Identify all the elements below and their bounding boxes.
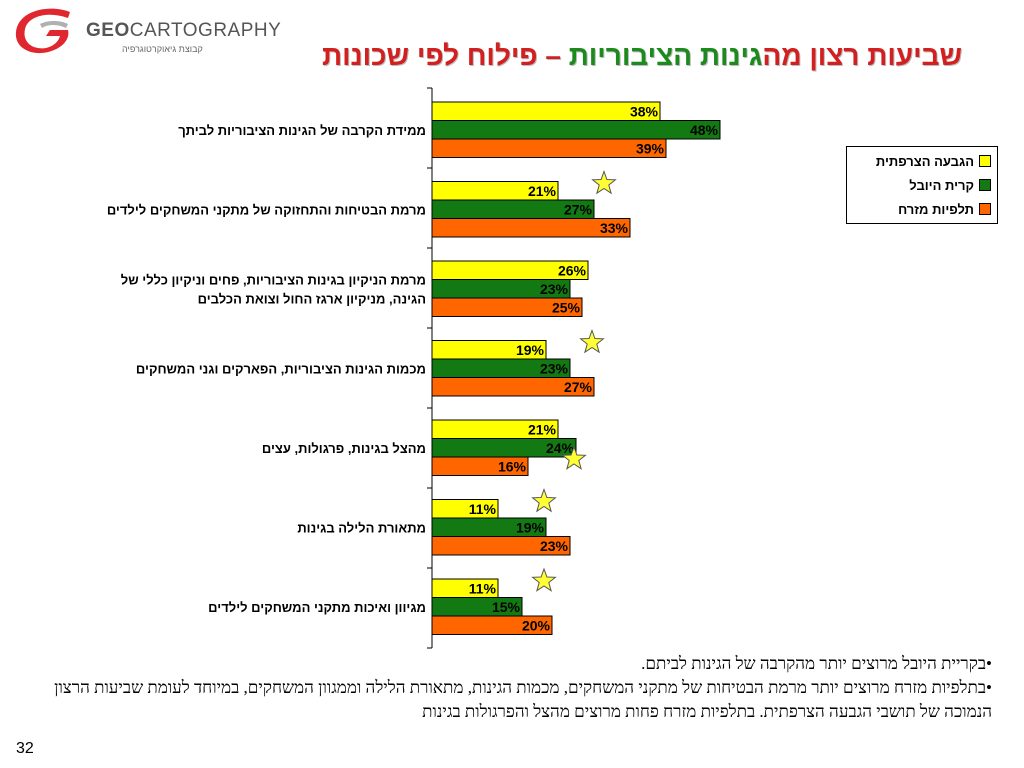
summary-bullet-1: •בקריית היובל מרוצים יותר מהקרבה של הגינ… bbox=[641, 654, 992, 673]
data-label: 21% bbox=[528, 183, 557, 199]
data-label: 27% bbox=[564, 379, 593, 395]
chart-legend: הגבעה הצרפתית קרית היובל תלפיות מזרח bbox=[846, 146, 998, 224]
page-number: 32 bbox=[16, 740, 34, 757]
data-label: 16% bbox=[498, 459, 527, 475]
bar bbox=[431, 101, 661, 121]
data-label: 20% bbox=[522, 618, 551, 634]
star-icon bbox=[579, 329, 605, 354]
title-part-3: – פילוח לפי שכונות bbox=[321, 40, 569, 71]
data-label: 11% bbox=[469, 581, 497, 597]
data-label: 26% bbox=[558, 263, 587, 279]
star-icon bbox=[531, 567, 557, 592]
category-label: ממידת הקרבה של הגינות הציבוריות לביתך bbox=[178, 123, 426, 138]
data-label: 23% bbox=[540, 361, 569, 377]
legend-item: קרית היובל bbox=[853, 175, 991, 195]
data-label: 11% bbox=[469, 501, 497, 517]
legend-label: קרית היובל bbox=[909, 177, 974, 193]
data-label: 15% bbox=[492, 599, 521, 615]
bar bbox=[431, 120, 721, 140]
bar bbox=[431, 615, 553, 635]
data-label: 24% bbox=[546, 440, 575, 456]
star-icon bbox=[531, 488, 557, 513]
star-icon bbox=[591, 170, 617, 195]
data-label: 33% bbox=[600, 220, 629, 236]
category-label: מהצל בגינות, פרגולות, עצים bbox=[262, 441, 426, 456]
bar-chart: ממידת הקרבה של הגינות הציבוריות לביתך 38%… bbox=[107, 87, 721, 649]
data-label: 19% bbox=[516, 520, 545, 536]
legend-label: תלפיות מזרח bbox=[898, 201, 974, 217]
category-label: מרמת הניקיון בגינות הציבוריות, פחים וניק… bbox=[121, 272, 426, 287]
legend-swatch-green bbox=[979, 179, 991, 191]
logo-swoosh-icon bbox=[15, 8, 71, 54]
title-part-1: שביעות רצון מה bbox=[762, 40, 962, 71]
legend-swatch-yellow bbox=[979, 155, 991, 167]
bar bbox=[431, 536, 571, 556]
bar bbox=[431, 138, 667, 158]
slide-title: שביעות רצון מהגינות הציבוריות – פילוח לפ… bbox=[322, 40, 962, 72]
legend-item: הגבעה הצרפתית bbox=[853, 151, 991, 171]
summary-bullet-2: •בתלפיות מזרח מרוצים יותר מרמת הבטיחות ש… bbox=[54, 678, 992, 721]
data-label: 48% bbox=[690, 122, 719, 138]
star-icon bbox=[561, 445, 587, 470]
category-label: מגיוון ואיכות מתקני המשחקים לילדים bbox=[208, 600, 426, 615]
logo-wordmark: GEOCARTOGRAPHY bbox=[86, 20, 281, 42]
bar bbox=[431, 456, 529, 476]
bar bbox=[431, 297, 583, 317]
summary-text: •בקריית היובל מרוצים יותר מהקרבה של הגינ… bbox=[32, 652, 992, 724]
data-label: 23% bbox=[540, 281, 569, 297]
data-label: 21% bbox=[528, 422, 557, 438]
data-label: 27% bbox=[564, 202, 593, 218]
logo-subtitle: קבוצת גיאוקרטוגרפיה bbox=[122, 44, 203, 54]
data-label: 38% bbox=[630, 104, 659, 120]
data-label: 25% bbox=[552, 300, 581, 316]
logo-wordmark-bold: GEO bbox=[86, 20, 130, 41]
category-label: מכמות הגינות הציבוריות, הפארקים וגני המש… bbox=[136, 361, 426, 376]
data-label: 19% bbox=[516, 342, 545, 358]
category-label: מתאורת הלילה בגינות bbox=[297, 520, 426, 535]
legend-swatch-orange bbox=[979, 203, 991, 215]
data-label: 23% bbox=[540, 538, 569, 554]
bar bbox=[431, 377, 595, 397]
legend-label: הגבעה הצרפתית bbox=[875, 153, 974, 169]
geocartography-logo: GEOCARTOGRAPHY קבוצת גיאוקרטוגרפיה bbox=[10, 6, 281, 58]
category-label: הגינה, מניקיון ארגז החול וצואת הכלבים bbox=[198, 291, 426, 306]
logo-wordmark-light: CARTOGRAPHY bbox=[129, 20, 282, 41]
bar bbox=[431, 218, 631, 238]
category-label: מרמת הבטיחות והתחזוקה של מתקני המשחקים ל… bbox=[107, 202, 426, 217]
data-label: 39% bbox=[636, 141, 665, 157]
title-part-2: גינות הציבוריות bbox=[568, 40, 763, 71]
legend-item: תלפיות מזרח bbox=[853, 199, 991, 219]
